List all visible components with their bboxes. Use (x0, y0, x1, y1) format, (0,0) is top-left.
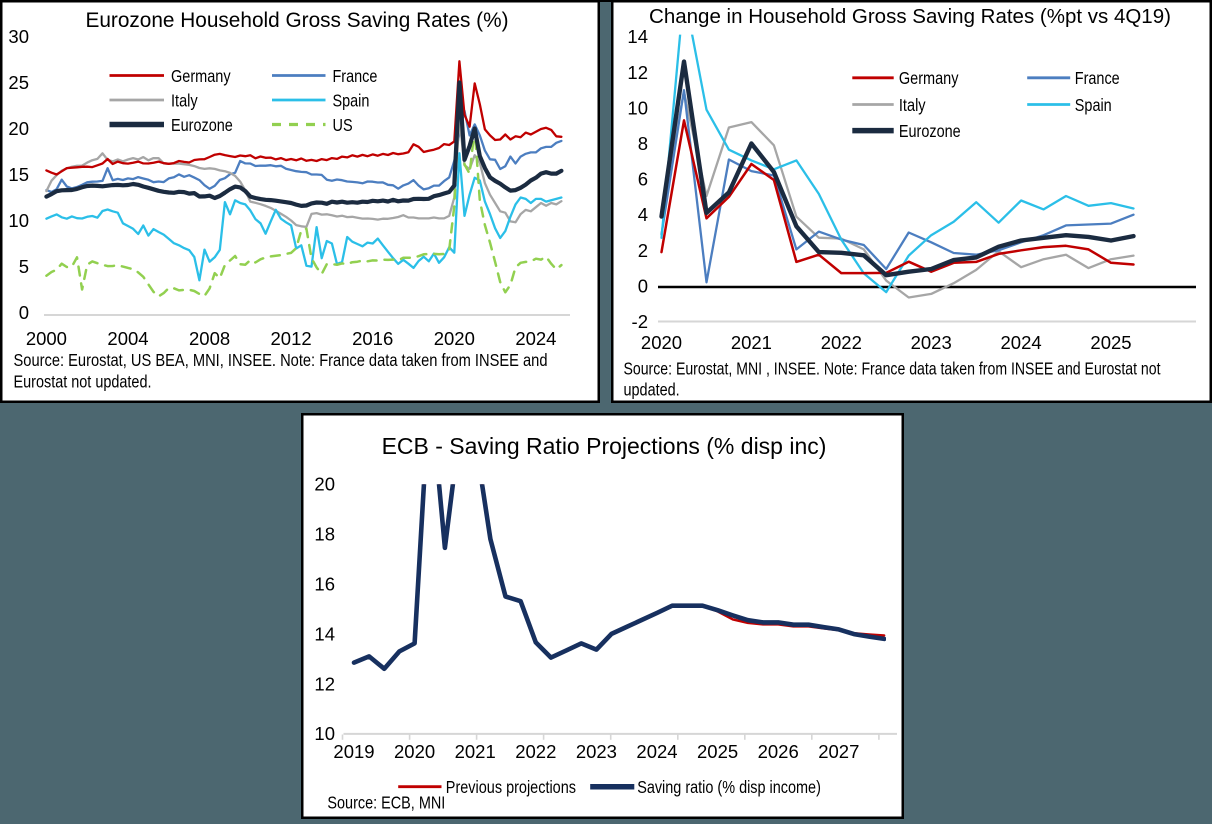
svg-text:2025: 2025 (697, 741, 738, 762)
svg-text:8: 8 (638, 133, 648, 154)
svg-text:2012: 2012 (271, 328, 312, 349)
svg-text:10: 10 (314, 723, 335, 744)
svg-text:20: 20 (8, 118, 29, 139)
svg-text:Eurozone Household Gross Savin: Eurozone Household Gross Saving Rates (%… (85, 9, 508, 32)
svg-text:Italy: Italy (899, 95, 926, 115)
svg-text:Change in Household Gross Savi: Change in Household Gross Saving Rates (… (649, 5, 1171, 28)
svg-text:2004: 2004 (107, 328, 148, 349)
svg-text:2023: 2023 (576, 741, 617, 762)
svg-text:2024: 2024 (1001, 332, 1042, 353)
svg-text:20: 20 (314, 474, 335, 495)
svg-text:Eurostat not updated.: Eurostat not updated. (14, 372, 152, 392)
svg-text:Source: Eurostat, US BEA, MNI,: Source: Eurostat, US BEA, MNI, INSEE. No… (14, 350, 548, 370)
svg-text:25: 25 (8, 72, 29, 93)
svg-text:12: 12 (627, 62, 648, 83)
svg-text:US: US (333, 115, 353, 135)
svg-text:Previous projections: Previous projections (446, 777, 576, 797)
svg-text:2021: 2021 (455, 741, 496, 762)
svg-text:Spain: Spain (333, 90, 370, 110)
svg-text:2016: 2016 (352, 328, 393, 349)
svg-text:2022: 2022 (821, 332, 862, 353)
svg-text:2021: 2021 (731, 332, 772, 353)
svg-text:0: 0 (638, 275, 648, 296)
svg-text:6: 6 (638, 169, 648, 190)
svg-text:2022: 2022 (515, 741, 556, 762)
svg-text:10: 10 (8, 210, 29, 231)
svg-text:France: France (1075, 68, 1120, 88)
svg-text:2008: 2008 (189, 328, 230, 349)
svg-text:14: 14 (314, 623, 335, 644)
svg-text:Source: Eurostat, MNI , INSEE.: Source: Eurostat, MNI , INSEE. Note: Fra… (624, 359, 1161, 379)
svg-text:2025: 2025 (1090, 332, 1131, 353)
svg-text:ECB - Saving Ratio Projections: ECB - Saving Ratio Projections (% disp i… (382, 433, 827, 459)
svg-text:2000: 2000 (26, 328, 67, 349)
svg-text:Eurozone: Eurozone (899, 121, 961, 141)
svg-text:2024: 2024 (636, 741, 677, 762)
svg-text:Italy: Italy (171, 90, 198, 110)
svg-text:16: 16 (314, 574, 335, 595)
svg-text:0: 0 (19, 302, 29, 323)
svg-text:2020: 2020 (641, 332, 682, 353)
svg-text:updated.: updated. (624, 380, 680, 400)
svg-text:2023: 2023 (911, 332, 952, 353)
svg-text:Germany: Germany (171, 66, 231, 86)
svg-text:2: 2 (638, 240, 648, 261)
svg-text:Eurozone: Eurozone (171, 115, 233, 135)
svg-text:5: 5 (19, 256, 29, 277)
svg-text:4: 4 (638, 204, 648, 225)
svg-text:2024: 2024 (515, 328, 556, 349)
svg-text:Saving ratio (% disp income): Saving ratio (% disp income) (637, 777, 821, 797)
svg-text:14: 14 (627, 26, 648, 47)
svg-text:2026: 2026 (758, 741, 799, 762)
svg-text:12: 12 (314, 673, 335, 694)
svg-text:10: 10 (627, 97, 648, 118)
svg-text:15: 15 (8, 164, 29, 185)
svg-text:2020: 2020 (434, 328, 475, 349)
svg-text:18: 18 (314, 524, 335, 545)
svg-text:2019: 2019 (333, 741, 374, 762)
svg-text:-2: -2 (632, 311, 648, 332)
svg-text:Source: ECB, MNI: Source: ECB, MNI (327, 793, 445, 813)
svg-text:Germany: Germany (899, 68, 959, 88)
svg-text:2027: 2027 (818, 741, 859, 762)
svg-text:30: 30 (8, 26, 29, 47)
svg-text:France: France (333, 66, 378, 86)
svg-text:Spain: Spain (1075, 95, 1112, 115)
svg-text:2020: 2020 (394, 741, 435, 762)
